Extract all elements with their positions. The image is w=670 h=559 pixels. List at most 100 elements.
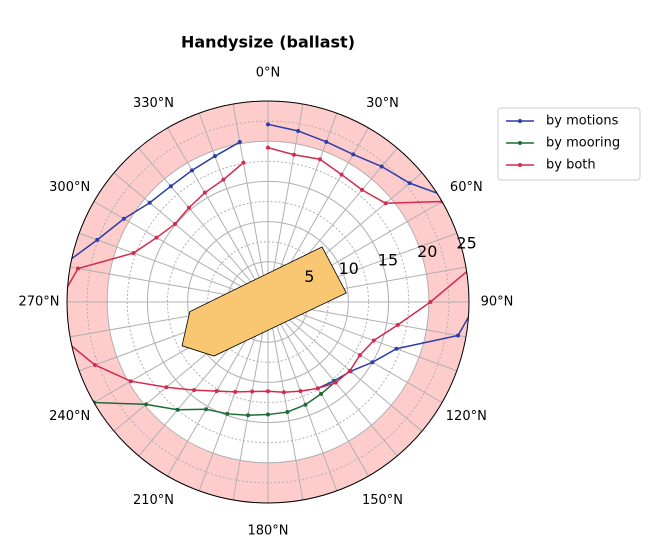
series-point [266, 389, 270, 394]
series-point [154, 235, 159, 240]
series-point [212, 154, 217, 159]
legend-box [497, 107, 641, 181]
series-point [95, 237, 100, 242]
spoke [267, 103, 304, 303]
r-tick-label: 20 [417, 242, 437, 261]
series-point [357, 353, 362, 358]
series-point [202, 190, 207, 195]
series-point [266, 412, 270, 417]
spoke [267, 301, 398, 457]
spoke [267, 301, 304, 501]
series-point [128, 379, 133, 384]
series-point [428, 300, 433, 304]
legend-marker [518, 141, 522, 145]
r-tick-label: 15 [378, 250, 398, 269]
series-point [175, 407, 180, 412]
theta-tick-label: 300°N [49, 180, 90, 195]
spoke [267, 301, 423, 432]
series-point [214, 389, 219, 394]
theta-tick-label: 150°N [362, 493, 403, 508]
series-point [379, 164, 384, 169]
outer-ring [66, 100, 470, 504]
series-point [285, 410, 290, 415]
legend-marker [518, 163, 522, 167]
series-point [298, 389, 303, 394]
series-point [147, 200, 152, 205]
series-point [144, 402, 149, 407]
series-point [296, 128, 301, 133]
series-point [351, 152, 356, 157]
series-point [456, 333, 461, 338]
theta-tick-label: 60°N [450, 180, 483, 195]
theta-tick-label: 180°N [247, 524, 288, 539]
series-point [339, 172, 344, 177]
series-point [447, 195, 452, 200]
r-tick-label: 10 [338, 259, 358, 278]
series-point [237, 140, 242, 145]
series-point [186, 205, 191, 210]
series-point [472, 264, 476, 268]
series-point [333, 380, 338, 385]
series-point [475, 300, 479, 304]
series-line [67, 146, 469, 394]
theta-tick-label: 270°N [18, 295, 59, 310]
chart-title: Handysize (ballast) [181, 33, 355, 52]
theta-tick-label: 120°N [446, 409, 487, 424]
series-point [395, 322, 400, 327]
series-point [324, 139, 329, 144]
series-point [488, 261, 492, 265]
r-tick-label: 5 [304, 267, 314, 286]
series-point [192, 388, 197, 393]
series-point [75, 266, 80, 271]
series-point [347, 368, 352, 373]
spoke [267, 301, 338, 492]
series-point [317, 157, 322, 162]
series-point [360, 187, 365, 192]
series-point [266, 122, 270, 127]
series-point [319, 391, 324, 396]
spoke [113, 172, 269, 303]
series-point [315, 386, 320, 391]
series-point [241, 160, 246, 165]
series-point [394, 346, 399, 351]
legend-label: by motions [546, 114, 619, 129]
theta-tick-label: 0°N [256, 66, 281, 81]
series-point [303, 402, 308, 407]
series-point [266, 145, 270, 150]
theta-tick-label: 330°N [133, 96, 174, 111]
series-point [407, 181, 412, 186]
spoke [138, 147, 269, 303]
series-point [92, 362, 97, 367]
series-point [383, 201, 388, 206]
spoke [267, 301, 443, 403]
series-point [131, 251, 136, 256]
series-point [370, 360, 375, 365]
series-point [60, 336, 64, 340]
spoke [167, 127, 269, 303]
theta-tick-label: 240°N [49, 409, 90, 424]
spoke [198, 112, 269, 303]
series-point [172, 221, 177, 226]
series-point [168, 184, 173, 189]
spoke [232, 103, 269, 303]
series-point [233, 389, 238, 394]
series-point [204, 407, 209, 412]
legend-label: by both [546, 158, 596, 173]
legend-label: by mooring [546, 136, 620, 151]
theta-tick-label: 90°N [481, 295, 514, 310]
spoke [232, 301, 269, 501]
series-point [478, 223, 482, 227]
series-point [246, 413, 251, 418]
series-point [281, 390, 286, 395]
series-point [225, 411, 230, 416]
series-line [67, 381, 336, 416]
footprint [181, 246, 347, 357]
series-point [164, 385, 169, 390]
r-tick-label: 25 [456, 234, 476, 253]
series-point [190, 168, 195, 173]
plot-area [60, 101, 492, 503]
series-point [291, 152, 296, 157]
theta-tick-label: 30°N [366, 96, 399, 111]
series-point [371, 338, 376, 343]
